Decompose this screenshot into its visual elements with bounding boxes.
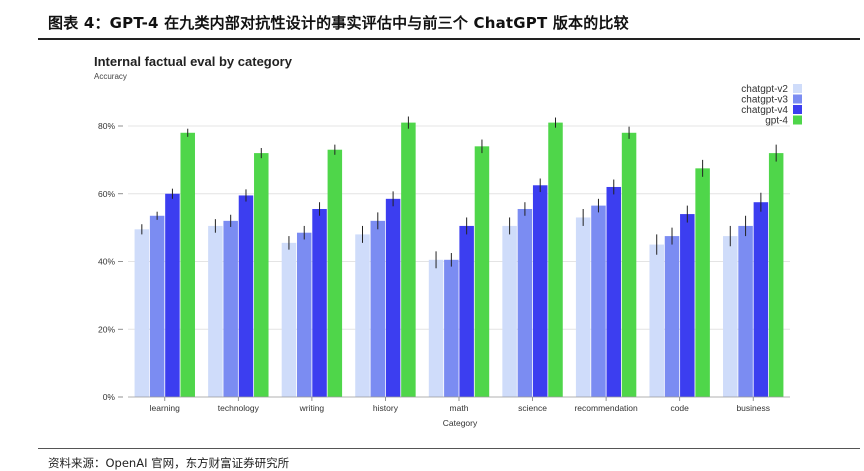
x-tick-label: math [450,403,469,413]
bar-gpt-4-business [768,153,784,397]
figure-caption: 图表 4：GPT-4 在九类内部对抗性设计的事实评估中与前三个 ChatGPT … [48,14,629,32]
bar-series [134,116,784,398]
bar-chatgpt-v3-history [370,220,386,397]
y-tick-label: 0% [103,392,116,402]
bar-chatgpt-v3-math [444,259,459,397]
bar-gpt-4-science [548,122,563,398]
bar-chatgpt-v3-recommendation [591,205,606,397]
bar-chatgpt-v4-business [753,202,769,397]
bar-chatgpt-v4-code [680,214,695,397]
x-axis-ticks: learning technology writing history math scie… [150,397,770,413]
bar-chatgpt-v2-science [502,225,517,397]
factual-eval-chart: Internal factual eval by category Accura… [94,54,802,428]
legend-swatch [793,84,802,93]
legend-swatch [793,115,802,125]
y-tick-label: 60% [98,189,115,199]
x-tick-label: business [736,403,770,413]
bar-gpt-4-learning [180,132,195,397]
bar-chatgpt-v4-recommendation [606,186,622,397]
chart-title: Internal factual eval by category [94,54,293,69]
bar-gpt-4-writing [327,149,343,397]
y-axis-label: Accuracy [94,72,127,81]
x-tick-label: writing [299,403,325,413]
legend-label: chatgpt-v2 [741,84,788,95]
bar-chatgpt-v2-recommendation [575,217,591,397]
bar-gpt-4-code [695,168,710,397]
legend-label: chatgpt-v3 [741,95,788,106]
bar-chatgpt-v2-history [355,234,370,397]
bar-gpt-4-technology [254,153,269,397]
x-tick-label: technology [218,403,260,413]
bar-chatgpt-v2-business [723,236,738,397]
bar-chatgpt-v4-science [532,185,548,397]
bar-chatgpt-v3-learning [149,215,165,397]
source-divider [38,448,860,449]
x-tick-label: history [373,403,399,413]
bar-chatgpt-v3-code [664,236,680,397]
legend-label: chatgpt-v4 [741,105,788,116]
bar-chatgpt-v3-business [738,225,753,397]
caption-divider [38,38,860,40]
bar-chatgpt-v4-technology [238,195,254,397]
bar-chatgpt-v3-technology [223,220,238,397]
bar-chatgpt-v4-history [385,198,401,397]
x-tick-label: science [518,403,547,413]
legend-swatch [793,94,802,104]
bar-chatgpt-v2-technology [208,225,223,397]
bar-chatgpt-v3-science [517,208,533,397]
bar-gpt-4-history [401,122,416,398]
bar-chatgpt-v2-code [649,244,664,397]
y-tick-label: 20% [98,324,115,334]
y-axis-ticks: 0% 20% 40% 60% 80% [98,121,123,402]
bar-chatgpt-v3-writing [296,232,312,397]
x-tick-label: recommendation [574,403,638,413]
x-tick-label: learning [150,403,181,413]
legend-label: gpt-4 [765,116,788,127]
gridlines [128,125,790,330]
bar-chatgpt-v2-math [428,259,444,397]
y-tick-label: 40% [98,257,115,267]
source-note: 资料来源：OpenAI 官网，东方财富证券研究所 [48,456,290,470]
x-tick-label: code [670,403,689,413]
legend-swatch [793,105,802,114]
bar-chatgpt-v4-learning [165,193,180,397]
bar-chatgpt-v4-writing [312,208,327,397]
bar-chatgpt-v2-learning [134,229,150,397]
x-axis-label: Category [443,418,478,428]
bar-gpt-4-recommendation [621,132,637,397]
bar-gpt-4-math [474,146,490,397]
bar-chatgpt-v4-math [459,225,474,397]
y-tick-label: 80% [98,121,115,131]
bar-chatgpt-v2-writing [281,242,297,397]
